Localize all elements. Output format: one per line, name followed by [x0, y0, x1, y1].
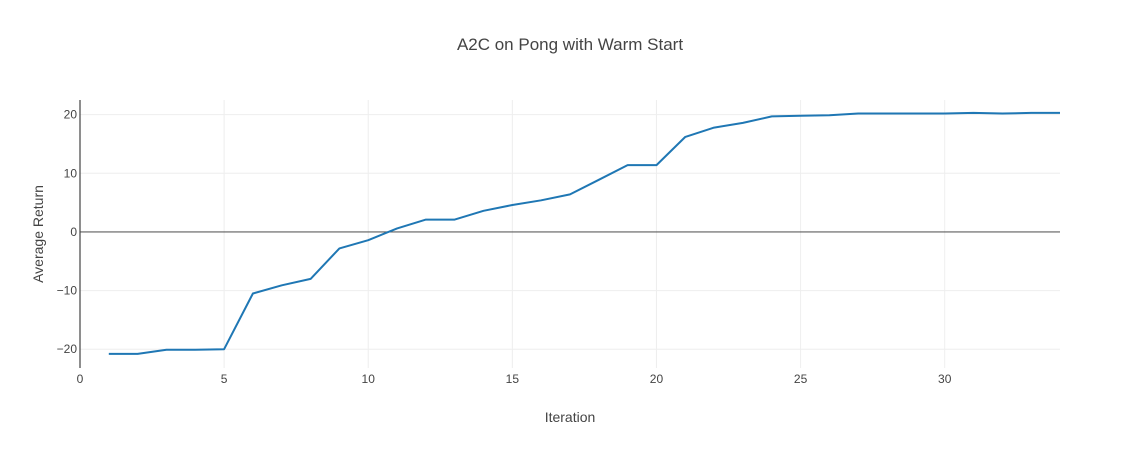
series-layer	[108, 111, 1060, 355]
y-tick-label: −20	[57, 342, 78, 356]
x-tick-label: 25	[794, 372, 808, 386]
y-tick-label: 0	[70, 225, 77, 239]
x-tick-label: 20	[650, 372, 664, 386]
x-axis-label: Iteration	[545, 409, 596, 425]
x-tick-label: 10	[362, 372, 376, 386]
axis-layer	[79, 100, 1060, 368]
chart-title: A2C on Pong with Warm Start	[457, 35, 683, 54]
y-tick-label: −10	[57, 284, 78, 298]
grid-layer	[80, 100, 1060, 368]
y-tick-label: 20	[64, 108, 78, 122]
y-axis-label: Average Return	[30, 185, 46, 283]
x-tick-label: 15	[506, 372, 520, 386]
x-tick-label: 5	[221, 372, 228, 386]
x-tick-label: 0	[77, 372, 84, 386]
y-tick-label: 10	[64, 166, 78, 180]
series-line	[108, 111, 1060, 355]
x-tick-label: 30	[938, 372, 952, 386]
tick-labels: 0 5 10 15 20 25 30 −20 −10 0 10 20	[57, 108, 952, 386]
